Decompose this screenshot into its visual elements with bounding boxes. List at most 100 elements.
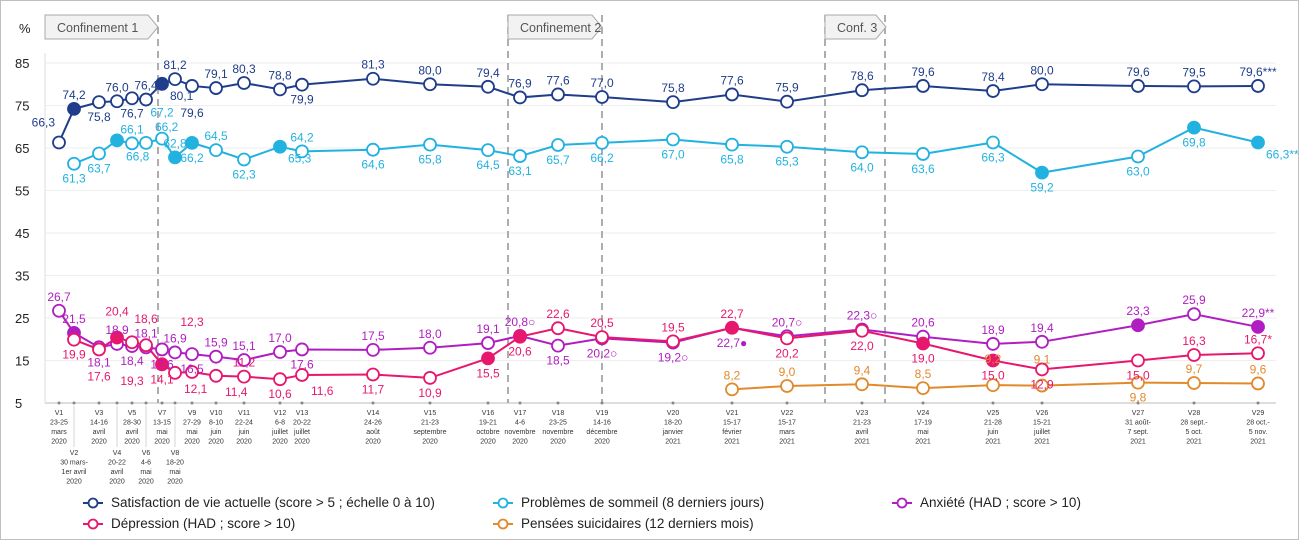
data-point <box>423 77 437 92</box>
data-point <box>1131 149 1145 164</box>
data-point <box>513 149 527 163</box>
data-point <box>125 335 139 350</box>
data-label: 12,1 <box>184 382 208 396</box>
period-tag <box>44 14 159 40</box>
data-point <box>551 321 565 336</box>
period-tag <box>824 14 887 40</box>
x-tick-line: 2021 <box>1130 439 1146 446</box>
x-tick-line: 4-6 <box>141 460 151 467</box>
x-tick-label: V15 21-23 septembre 2020 <box>413 410 446 446</box>
data-point <box>209 143 223 158</box>
data-point <box>67 156 81 171</box>
data-label: 10,9 <box>418 386 442 400</box>
data-point <box>1251 135 1265 150</box>
x-tick-line: V15 <box>424 410 437 417</box>
data-point <box>273 139 287 154</box>
data-point <box>110 330 124 345</box>
x-tick-line: juillet <box>271 429 288 436</box>
x-tick-label: V23 21-23 avril 2021 <box>853 410 871 446</box>
x-tick <box>173 401 177 405</box>
y-tick-label: 85 <box>15 56 29 71</box>
data-point <box>168 345 182 360</box>
data-label: 62,8 <box>163 136 187 150</box>
data-label: 20,8○ <box>505 315 536 329</box>
data-point <box>139 135 153 150</box>
data-label: 18,6 <box>134 312 158 326</box>
x-tick-label: V21 15-17 février 2021 <box>722 410 742 446</box>
data-point <box>295 144 309 159</box>
data-label: 22,3○ <box>847 308 878 322</box>
x-tick-line: 21-23 <box>853 420 871 427</box>
data-label: 80,0 <box>418 63 442 77</box>
x-tick-line: V10 <box>210 410 223 417</box>
data-label: 22,7 <box>720 307 744 321</box>
data-label: 59,2 <box>1030 181 1054 195</box>
x-tick-label: V2 30 mars- 1er avril 2020 <box>60 450 88 486</box>
data-label: 76,0 <box>105 80 129 94</box>
data-label: 15,1 <box>232 339 256 353</box>
x-tick <box>57 401 61 405</box>
data-label: 8,2 <box>724 368 741 382</box>
data-label: 64,6 <box>361 158 385 172</box>
data-point <box>92 146 106 161</box>
data-point <box>855 83 869 98</box>
data-point <box>168 365 182 380</box>
data-label: 66,3 <box>32 115 56 129</box>
data-point <box>780 331 794 346</box>
x-tick-line: V1 <box>55 410 64 417</box>
x-tick-line: V13 <box>296 410 309 417</box>
x-tick-line: septembre <box>413 429 446 436</box>
x-tick-line: mai <box>917 429 929 436</box>
x-tick-line: 2021 <box>1250 439 1266 446</box>
x-tick-line: 2021 <box>985 439 1001 446</box>
data-label: 80,3 <box>232 62 256 76</box>
x-tick-line: avril <box>111 469 124 476</box>
x-tick-line: 2020 <box>51 439 67 446</box>
y-tick-label: 75 <box>15 99 29 114</box>
x-tick-line: 15-21 <box>1033 420 1051 427</box>
x-tick-line: 2020 <box>66 479 82 486</box>
data-point <box>780 94 794 109</box>
data-label: 79,9 <box>290 93 314 107</box>
data-label: 62,3 <box>232 167 256 181</box>
data-point <box>92 95 106 109</box>
x-tick-line: juillet <box>293 429 310 436</box>
data-point <box>725 137 739 152</box>
x-tick-line: V8 <box>171 450 180 457</box>
data-point <box>1251 376 1265 391</box>
data-label: 10,6 <box>268 387 292 401</box>
data-label: 80,0 <box>1030 63 1054 77</box>
data-label: 8,5 <box>915 367 932 381</box>
period-label: Confinement 1 <box>57 21 138 35</box>
x-tick-line: V6 <box>142 450 151 457</box>
x-tick-line: V27 <box>1132 410 1145 417</box>
data-label: 18,4 <box>120 354 144 368</box>
data-label: 67,2 <box>150 106 174 120</box>
legend-label: Anxiété (HAD ; score > 10) <box>920 495 1081 510</box>
x-tick-line: 2020 <box>124 439 140 446</box>
data-point <box>916 381 930 396</box>
period-label: Confinement 2 <box>520 21 601 35</box>
x-tick-label: V7 13-15 mai 2020 <box>153 410 171 446</box>
data-label: 16,9 <box>163 331 187 345</box>
x-tick-line: V7 <box>158 410 167 417</box>
data-label: 79,4 <box>476 66 500 80</box>
data-point <box>780 379 794 393</box>
data-point <box>1187 79 1201 94</box>
data-point <box>666 95 680 109</box>
x-tick-line: 24-26 <box>364 420 382 427</box>
x-tick-line: 23-25 <box>549 420 567 427</box>
data-point <box>110 133 124 148</box>
x-tick-line: 2021 <box>854 439 870 446</box>
legend-marker-icon <box>493 497 513 508</box>
data-label: 76,7 <box>120 106 144 120</box>
x-tick <box>428 401 432 405</box>
x-tick-line: janvier <box>662 429 684 436</box>
x-tick-line: 1er avril <box>62 469 87 476</box>
x-tick-label: V24 17-19 mai 2021 <box>914 410 932 446</box>
data-label: 76,9 <box>508 76 532 90</box>
data-label: 74,2 <box>62 88 86 102</box>
x-tick-line: V2 <box>70 450 79 457</box>
data-point <box>1131 375 1145 390</box>
x-tick-line: 28-30 <box>123 420 141 427</box>
